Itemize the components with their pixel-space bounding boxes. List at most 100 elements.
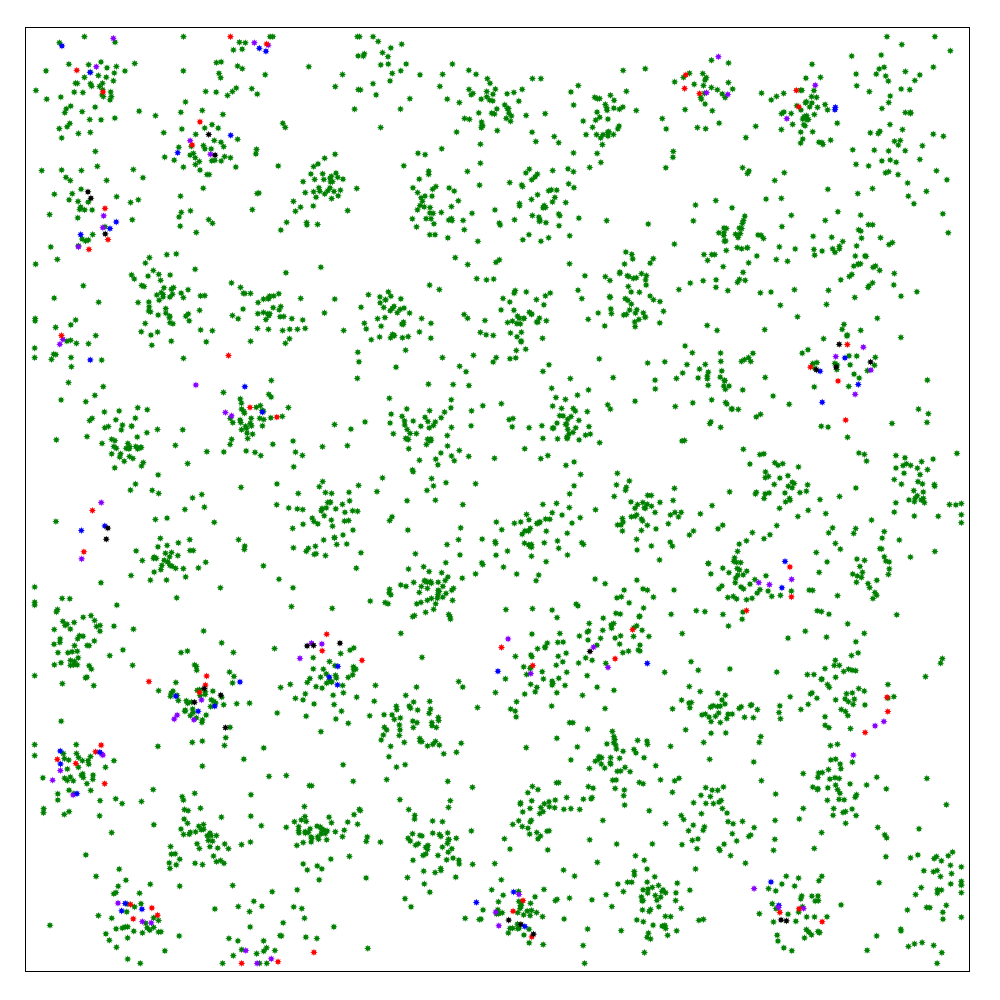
- point-green: [825, 724, 833, 732]
- point-green: [549, 166, 557, 175]
- point-green: [890, 508, 898, 516]
- point-green: [578, 295, 586, 303]
- point-green: [872, 70, 880, 78]
- point-green: [182, 697, 190, 705]
- point-green: [669, 153, 677, 161]
- point-green: [489, 358, 497, 366]
- point-green: [426, 281, 434, 289]
- point-green: [753, 589, 761, 597]
- point-green: [403, 497, 411, 505]
- point-green: [818, 247, 826, 255]
- point-green: [431, 231, 439, 239]
- point-green: [642, 281, 650, 289]
- point-green: [593, 149, 601, 157]
- point-green: [320, 175, 328, 184]
- point-green: [746, 460, 754, 468]
- point-green: [597, 158, 605, 166]
- point-green: [631, 323, 639, 331]
- point-green: [830, 661, 838, 670]
- point-green: [852, 160, 860, 168]
- point-green: [631, 309, 639, 317]
- point-green: [317, 825, 326, 833]
- point-red: [358, 656, 366, 664]
- point-green: [619, 888, 627, 896]
- point-purple: [192, 381, 200, 389]
- point-green: [468, 209, 476, 217]
- point-green: [550, 132, 558, 141]
- point-green: [202, 87, 210, 96]
- point-green: [534, 835, 542, 843]
- point-green: [362, 325, 370, 333]
- point-green: [873, 314, 881, 322]
- point-green: [87, 612, 95, 620]
- point-green: [47, 355, 56, 363]
- point-green: [865, 162, 873, 170]
- point-purple: [765, 581, 773, 589]
- point-black: [529, 930, 538, 938]
- point-green: [269, 440, 277, 448]
- point-green: [775, 243, 783, 251]
- point-green: [852, 578, 861, 586]
- point-purple: [221, 408, 229, 417]
- point-green: [797, 895, 805, 903]
- point-green: [535, 571, 543, 579]
- point-green: [317, 728, 325, 736]
- point-green: [443, 856, 451, 864]
- point-green: [467, 827, 475, 835]
- point-green: [775, 708, 783, 717]
- point-green: [793, 313, 802, 321]
- point-green: [435, 741, 443, 749]
- point-green: [781, 489, 789, 497]
- point-green: [236, 395, 244, 403]
- point-green: [64, 649, 72, 657]
- point-blue: [472, 898, 480, 906]
- point-green: [631, 852, 640, 860]
- point-green: [346, 497, 354, 505]
- point-green: [607, 305, 615, 313]
- point-green: [813, 359, 821, 367]
- point-green: [162, 305, 170, 313]
- point-green: [307, 170, 315, 178]
- point-green: [175, 932, 183, 940]
- point-green: [581, 959, 589, 967]
- point-green: [748, 701, 756, 709]
- point-green: [236, 283, 245, 291]
- point-green: [266, 292, 274, 300]
- point-green: [810, 383, 818, 391]
- point-green: [109, 77, 117, 85]
- point-green: [435, 286, 443, 294]
- point-green: [899, 462, 907, 470]
- point-red: [97, 741, 105, 749]
- point-green: [675, 286, 683, 294]
- point-green: [406, 429, 414, 437]
- point-green: [918, 458, 926, 466]
- point-green: [620, 260, 629, 268]
- point-green: [83, 433, 91, 441]
- point-green: [489, 90, 497, 98]
- point-green: [919, 494, 927, 502]
- point-green: [39, 774, 47, 782]
- point-green: [777, 126, 785, 134]
- point-green: [146, 308, 155, 316]
- point-green: [53, 255, 61, 263]
- point-green: [776, 702, 784, 710]
- point-green: [598, 754, 606, 762]
- point-green: [848, 689, 856, 697]
- point-green: [654, 881, 663, 889]
- point-green: [593, 131, 601, 139]
- point-green: [264, 325, 272, 333]
- point-green: [761, 326, 769, 334]
- point-green: [155, 489, 163, 497]
- point-green: [186, 207, 195, 215]
- point-green: [475, 915, 483, 924]
- point-green: [717, 423, 725, 431]
- point-green: [448, 216, 456, 225]
- point-green: [707, 703, 715, 711]
- point-green: [137, 900, 145, 908]
- point-green: [910, 487, 918, 495]
- point-green: [923, 376, 931, 384]
- point-green: [138, 929, 146, 937]
- point-black: [782, 917, 790, 925]
- point-green: [818, 872, 826, 880]
